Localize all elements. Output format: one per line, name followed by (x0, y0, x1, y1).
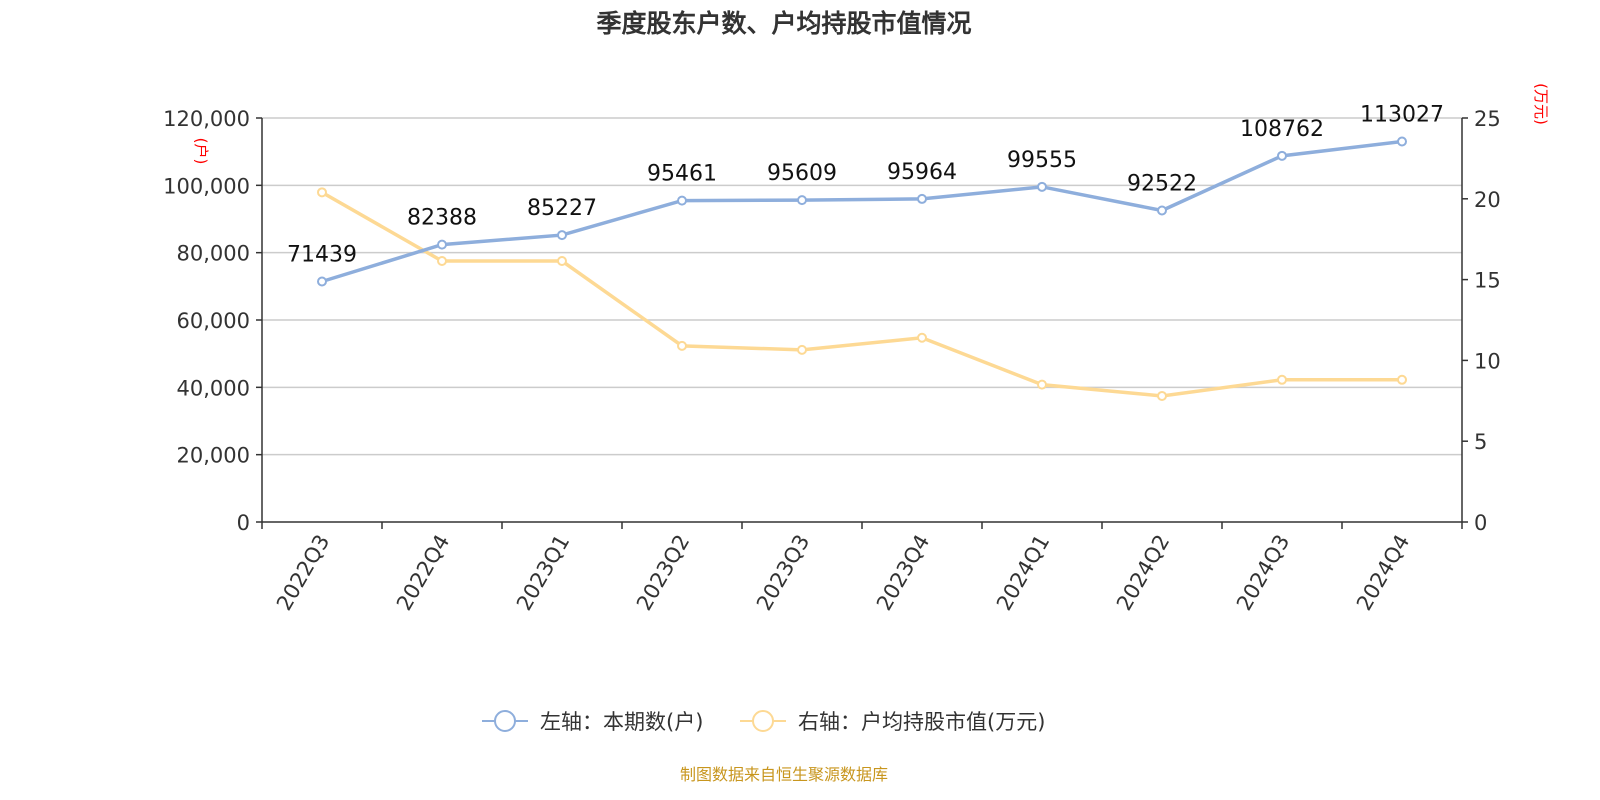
data-point (677, 340, 687, 351)
legend-label-left: 左轴：本期数(户) (540, 710, 703, 734)
data-label: 99555 (1007, 148, 1077, 173)
left-axis-tick-label: 0 (237, 511, 250, 535)
x-axis-tick-label: 2023Q2 (632, 531, 694, 615)
x-axis-tick-label: 2024Q2 (1112, 531, 1174, 615)
right-axis-tick-label: 0 (1474, 511, 1487, 535)
series-line-left (321, 139, 1403, 284)
data-point (797, 195, 807, 206)
right-axis-tick-label: 5 (1474, 430, 1487, 454)
x-axis-tick-label: 2023Q3 (752, 531, 814, 615)
left-axis-tick-label: 100,000 (163, 174, 250, 198)
data-label: 82388 (407, 206, 477, 231)
left-axis-tick-label: 40,000 (177, 376, 250, 400)
left-axis-tick-label: 20,000 (177, 444, 250, 468)
data-point (1397, 374, 1407, 385)
data-point (797, 344, 807, 355)
data-point (317, 276, 327, 287)
left-axis-tick-label: 60,000 (177, 309, 250, 333)
data-point (1157, 205, 1167, 216)
left-axis-tick-label: 80,000 (177, 242, 250, 266)
data-label: 108762 (1240, 117, 1324, 142)
data-label: 95461 (647, 162, 717, 187)
x-axis-tick-label: 2022Q4 (392, 531, 454, 615)
legend-marker-circle-icon (752, 710, 774, 732)
data-point (1277, 374, 1287, 385)
legend: 左轴：本期数(户) 右轴：户均持股市值(万元) (482, 710, 1045, 734)
x-axis-tick-label: 2024Q4 (1352, 531, 1414, 615)
series-line-right (321, 190, 1402, 398)
data-point (557, 256, 567, 267)
legend-item-right[interactable]: 右轴：户均持股市值(万元) (740, 710, 1045, 734)
data-point (437, 239, 447, 250)
data-label: 95964 (887, 160, 957, 185)
data-point (437, 256, 447, 267)
data-label: 85227 (527, 196, 597, 221)
data-point (557, 230, 567, 241)
data-point (1037, 181, 1047, 192)
data-label: 71439 (287, 242, 357, 267)
data-point (1037, 379, 1047, 390)
right-axis-tick-label: 15 (1474, 269, 1501, 293)
data-label: 95609 (767, 161, 837, 186)
right-axis-tick-label: 10 (1474, 349, 1501, 373)
legend-marker-circle-icon (494, 710, 516, 732)
data-point (317, 187, 327, 198)
x-axis-tick-label: 2024Q1 (992, 531, 1054, 615)
data-label: 113027 (1360, 102, 1444, 127)
data-point (917, 193, 927, 204)
right-axis-tick-label: 20 (1474, 188, 1501, 212)
left-axis-unit: (户) (192, 138, 210, 165)
data-point (1277, 150, 1287, 161)
data-label: 92522 (1127, 172, 1197, 197)
source-note: 制图数据来自恒生聚源数据库 (680, 765, 888, 784)
data-point (917, 332, 927, 343)
x-axis-tick-label: 2023Q4 (872, 531, 934, 615)
left-axis-tick-label: 120,000 (163, 107, 250, 131)
data-point (677, 195, 687, 206)
legend-item-left[interactable]: 左轴：本期数(户) (482, 710, 703, 734)
data-point (1157, 390, 1167, 401)
legend-label-right: 右轴：户均持股市值(万元) (798, 710, 1045, 734)
right-axis-unit: (万元) (1532, 83, 1550, 125)
data-point (1397, 136, 1407, 147)
chart-title: 季度股东户数、户均持股市值情况 (596, 9, 971, 38)
x-axis-tick-label: 2022Q3 (272, 531, 334, 615)
right-axis-tick-label: 25 (1474, 107, 1501, 131)
x-axis-tick-label: 2024Q3 (1232, 531, 1294, 615)
x-axis-tick-label: 2023Q1 (512, 531, 574, 615)
